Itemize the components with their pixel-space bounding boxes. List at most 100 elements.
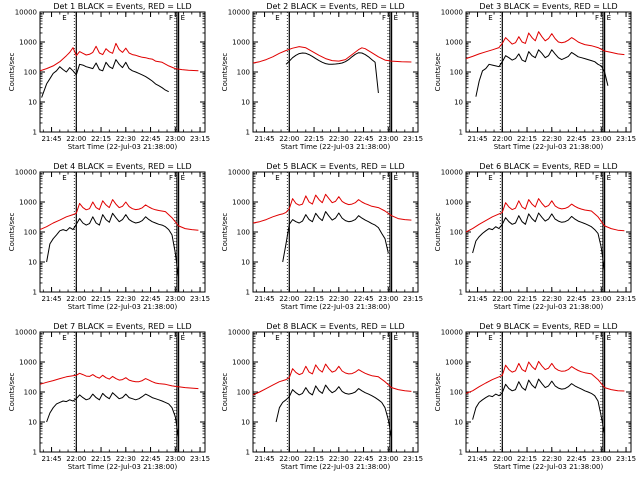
x-tick-label: 22:45 bbox=[566, 295, 586, 303]
marker-label: E bbox=[488, 174, 492, 182]
series-events bbox=[275, 384, 393, 438]
series-lld bbox=[465, 31, 625, 60]
x-tick-label: 22:00 bbox=[492, 455, 512, 463]
y-tick-label: 1000 bbox=[232, 359, 250, 367]
x-tick-label: 22:30 bbox=[116, 295, 136, 303]
x-tick-label: 22:00 bbox=[492, 295, 512, 303]
x-tick-label: 23:15 bbox=[403, 455, 423, 463]
marker-label: E bbox=[275, 14, 279, 22]
y-tick-label: 100 bbox=[237, 389, 250, 397]
x-tick-label: 23:00 bbox=[378, 295, 398, 303]
y-axis-label: Counts/sec bbox=[221, 53, 229, 92]
x-axis-label: Start Time (22-Jul-03 21:38:00) bbox=[281, 303, 391, 311]
y-tick-label: 10 bbox=[241, 259, 250, 267]
plot-frame bbox=[252, 171, 419, 293]
y-tick-label: 10 bbox=[241, 419, 250, 427]
y-tick-label: 100 bbox=[24, 229, 37, 237]
x-tick-label: 23:15 bbox=[616, 455, 636, 463]
y-tick-label: 100 bbox=[237, 69, 250, 77]
y-tick-label: 10000 bbox=[441, 169, 463, 177]
panel-det-9: Det 9 BLACK = Events, RED = LLD 1 10 100 100… bbox=[434, 322, 636, 471]
marker-label: E bbox=[607, 334, 611, 342]
series-lld bbox=[39, 372, 199, 390]
x-tick-label: 22:15 bbox=[304, 455, 324, 463]
y-tick-label: 10000 bbox=[228, 9, 250, 17]
x-tick-label: 21:45 bbox=[254, 135, 274, 143]
panel-title: Det 2 BLACK = Events, RED = LLD bbox=[266, 2, 404, 11]
y-tick-label: 10 bbox=[28, 99, 37, 107]
marker-label: E bbox=[181, 14, 185, 22]
y-tick-label: 10000 bbox=[228, 329, 250, 337]
marker-label: E bbox=[394, 174, 398, 182]
x-axis-label: Start Time (22-Jul-03 21:38:00) bbox=[281, 463, 391, 471]
marker-label: E bbox=[394, 334, 398, 342]
marker-label: E bbox=[181, 174, 185, 182]
y-axis-label: Counts/sec bbox=[8, 213, 16, 252]
marker-label: E bbox=[62, 14, 66, 22]
series-events bbox=[472, 378, 606, 434]
y-tick-label: 1 bbox=[246, 129, 250, 137]
y-tick-label: 10 bbox=[454, 99, 463, 107]
x-tick-label: 22:15 bbox=[91, 135, 111, 143]
series-lld bbox=[252, 193, 412, 224]
x-tick-label: 22:30 bbox=[542, 455, 562, 463]
x-tick-label: 22:00 bbox=[492, 135, 512, 143]
y-tick-label: 1000 bbox=[19, 359, 37, 367]
y-tick-label: 1000 bbox=[19, 199, 37, 207]
x-tick-label: 23:15 bbox=[403, 135, 423, 143]
x-tick-label: 21:45 bbox=[254, 455, 274, 463]
x-tick-label: 22:30 bbox=[329, 455, 349, 463]
series-lld bbox=[465, 360, 625, 394]
x-tick-label: 22:45 bbox=[353, 295, 373, 303]
plot-frame bbox=[252, 11, 419, 133]
x-tick-label: 21:45 bbox=[254, 295, 274, 303]
series-lld bbox=[252, 363, 412, 396]
y-tick-label: 100 bbox=[24, 69, 37, 77]
y-tick-label: 1 bbox=[246, 289, 250, 297]
y-tick-label: 1000 bbox=[232, 199, 250, 207]
x-axis-label: Start Time (22-Jul-03 21:38:00) bbox=[68, 303, 178, 311]
y-tick-label: 1 bbox=[33, 289, 37, 297]
marker-label: E bbox=[488, 334, 492, 342]
panel-title: Det 5 BLACK = Events, RED = LLD bbox=[266, 162, 404, 171]
x-tick-label: 23:00 bbox=[591, 295, 611, 303]
series-events bbox=[41, 59, 169, 98]
x-tick-label: 22:45 bbox=[353, 455, 373, 463]
x-tick-label: 22:15 bbox=[304, 135, 324, 143]
x-tick-label: 22:15 bbox=[91, 295, 111, 303]
plot-frame bbox=[465, 11, 632, 133]
x-tick-label: 22:15 bbox=[304, 295, 324, 303]
panel-det-4: Det 4 BLACK = Events, RED = LLD 1 10 100 100… bbox=[8, 162, 210, 311]
panel-det-7: Det 7 BLACK = Events, RED = LLD 1 10 100 100… bbox=[8, 322, 210, 471]
x-tick-label: 22:30 bbox=[116, 135, 136, 143]
x-tick-label: 22:45 bbox=[140, 295, 160, 303]
x-tick-label: 22:30 bbox=[329, 295, 349, 303]
plot-frame bbox=[39, 171, 206, 293]
y-axis-label: Counts/sec bbox=[434, 373, 442, 412]
marker-label: F bbox=[169, 174, 173, 182]
y-tick-label: 10000 bbox=[441, 9, 463, 17]
marker-label: F bbox=[595, 14, 599, 22]
marker-label: F bbox=[595, 334, 599, 342]
x-axis-label: Start Time (22-Jul-03 21:38:00) bbox=[281, 143, 391, 151]
y-axis-label: Counts/sec bbox=[8, 53, 16, 92]
x-tick-label: 22:30 bbox=[542, 135, 562, 143]
y-tick-label: 1 bbox=[33, 449, 37, 457]
x-tick-label: 23:00 bbox=[165, 135, 185, 143]
y-tick-label: 1 bbox=[33, 129, 37, 137]
y-tick-label: 10000 bbox=[15, 329, 37, 337]
marker-label: F bbox=[382, 14, 386, 22]
y-axis-label: Counts/sec bbox=[221, 373, 229, 412]
y-tick-label: 100 bbox=[24, 389, 37, 397]
marker-label: E bbox=[275, 174, 279, 182]
x-tick-label: 21:45 bbox=[41, 455, 61, 463]
x-tick-label: 23:00 bbox=[165, 295, 185, 303]
series-events bbox=[285, 52, 379, 94]
x-tick-label: 22:15 bbox=[517, 295, 537, 303]
y-tick-label: 1000 bbox=[445, 199, 463, 207]
marker-label: F bbox=[382, 174, 386, 182]
y-tick-label: 1000 bbox=[445, 39, 463, 47]
y-axis-label: Counts/sec bbox=[434, 53, 442, 92]
y-tick-label: 10 bbox=[454, 259, 463, 267]
